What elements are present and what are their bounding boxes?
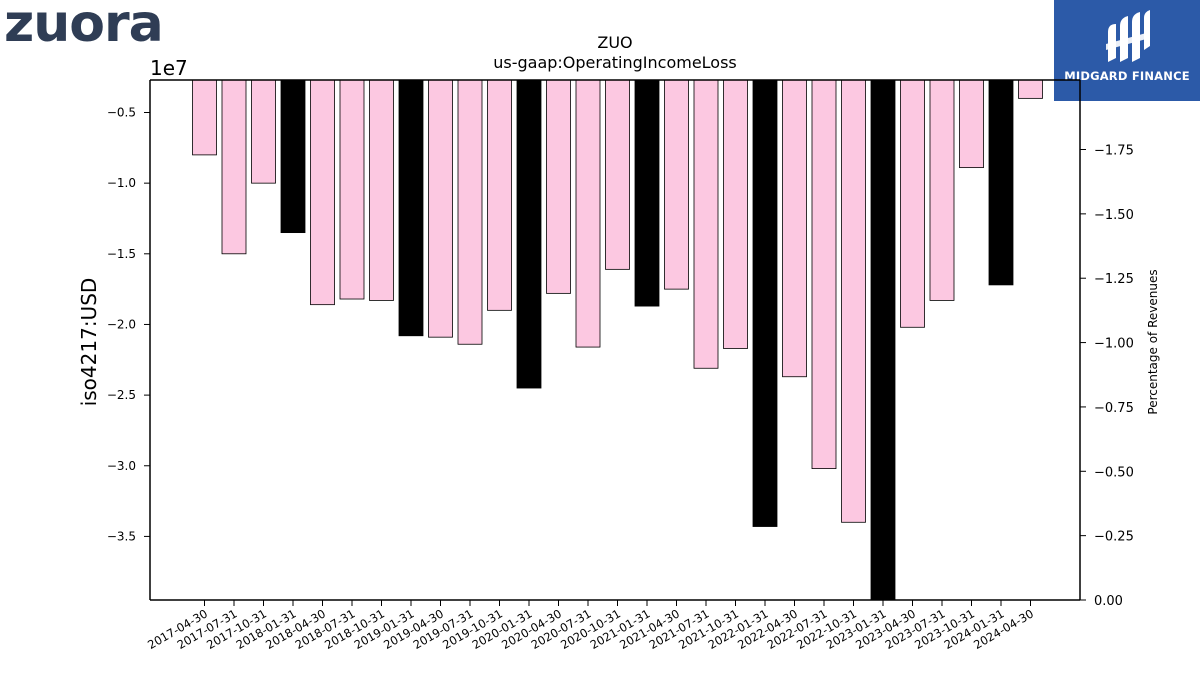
y-tick-label: −2.5 [107, 388, 136, 402]
bar [723, 79, 748, 349]
bar [280, 79, 306, 234]
bar [900, 79, 925, 328]
y2-tick-label: −1.00 [1094, 337, 1134, 352]
y-tick-label: −0.5 [107, 106, 136, 120]
zuora-logo: zuora [4, 0, 164, 54]
y2-tick-label: −1.25 [1094, 272, 1134, 287]
bar [339, 79, 365, 300]
bar [841, 79, 866, 523]
bar [959, 79, 984, 169]
bar [192, 79, 217, 156]
bar [782, 79, 807, 378]
y2-tick-label: −0.75 [1094, 401, 1134, 416]
bar [457, 79, 483, 345]
y2-tick-label: −1.75 [1094, 144, 1134, 159]
bar [811, 79, 837, 469]
bar [369, 79, 394, 301]
y-tick-label: −3.0 [107, 459, 136, 473]
y2-tick-label: −0.25 [1094, 530, 1134, 545]
bar [398, 79, 424, 337]
bar [575, 79, 601, 348]
midgard-logo-icon [1106, 10, 1150, 62]
chart-subtitle: us-gaap:OperatingIncomeLoss [493, 53, 737, 72]
bar [693, 79, 719, 369]
y-tick-label: −1.5 [107, 247, 136, 261]
midgard-logo-text: MIDGARD FINANCE [1064, 69, 1190, 83]
bar [929, 79, 955, 301]
y-tick-label: −1.0 [107, 176, 136, 190]
y2-tick-label: 0.00 [1094, 594, 1123, 609]
bar [251, 79, 276, 184]
y2-tick-label: −0.50 [1094, 465, 1134, 480]
bars-group [192, 79, 1043, 601]
bar [221, 79, 247, 255]
offset-label: 1e7 [150, 56, 188, 80]
bar [752, 79, 778, 527]
bar [428, 79, 453, 338]
y-tick-label: −2.0 [107, 317, 136, 331]
bar [310, 79, 335, 306]
y-axis-label: iso4217:USD [77, 278, 101, 407]
bar [546, 79, 571, 294]
bar [664, 79, 689, 290]
y-tick-label: −3.5 [107, 529, 136, 543]
midgard-finance-logo: MIDGARD FINANCE [1054, 0, 1200, 101]
bar [634, 79, 660, 307]
bar [605, 79, 630, 270]
bar [1018, 79, 1043, 99]
bar [870, 79, 896, 601]
bar [516, 79, 542, 389]
y2-axis-label: Percentage of Revenues [1146, 269, 1160, 414]
chart-title: ZUO [597, 33, 632, 52]
bar [487, 79, 512, 311]
bar [988, 79, 1014, 286]
y2-tick-label: −1.50 [1094, 208, 1134, 223]
